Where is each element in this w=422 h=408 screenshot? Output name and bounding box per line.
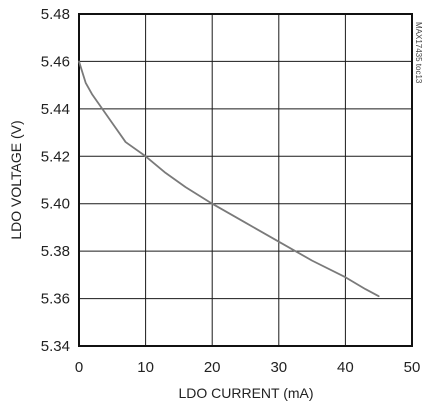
y-tick-label: 5.46 (41, 53, 70, 70)
x-tick-label: 10 (137, 359, 154, 376)
y-tick-labels: 5.34 5.36 5.38 5.40 5.42 5.44 5.46 5.48 (41, 6, 70, 355)
x-tick-label: 30 (270, 359, 287, 376)
y-tick-label: 5.34 (41, 338, 70, 355)
x-tick-label: 20 (204, 359, 221, 376)
y-tick-label: 5.48 (41, 6, 70, 23)
y-tick-label: 5.38 (41, 243, 70, 260)
x-tick-label: 50 (404, 359, 421, 376)
chart-id-annotation: MAX17435 toc13 (414, 22, 422, 84)
x-axis-title: LDO CURRENT (mA) (178, 385, 313, 401)
x-tick-labels: 0 10 20 30 40 50 (75, 359, 421, 376)
x-tick-label: 40 (337, 359, 354, 376)
y-axis-title: LDO VOLTAGE (V) (8, 120, 24, 239)
grid (79, 14, 412, 346)
y-tick-label: 5.40 (41, 196, 70, 213)
x-tick-label: 0 (75, 359, 83, 376)
series-line-0 (78, 60, 380, 298)
y-tick-label: 5.36 (41, 291, 70, 308)
plot-border (78, 13, 413, 347)
series-layer (78, 60, 380, 298)
y-tick-label: 5.44 (41, 101, 70, 118)
y-tick-label: 5.42 (41, 148, 70, 165)
plot-frame (78, 13, 413, 347)
